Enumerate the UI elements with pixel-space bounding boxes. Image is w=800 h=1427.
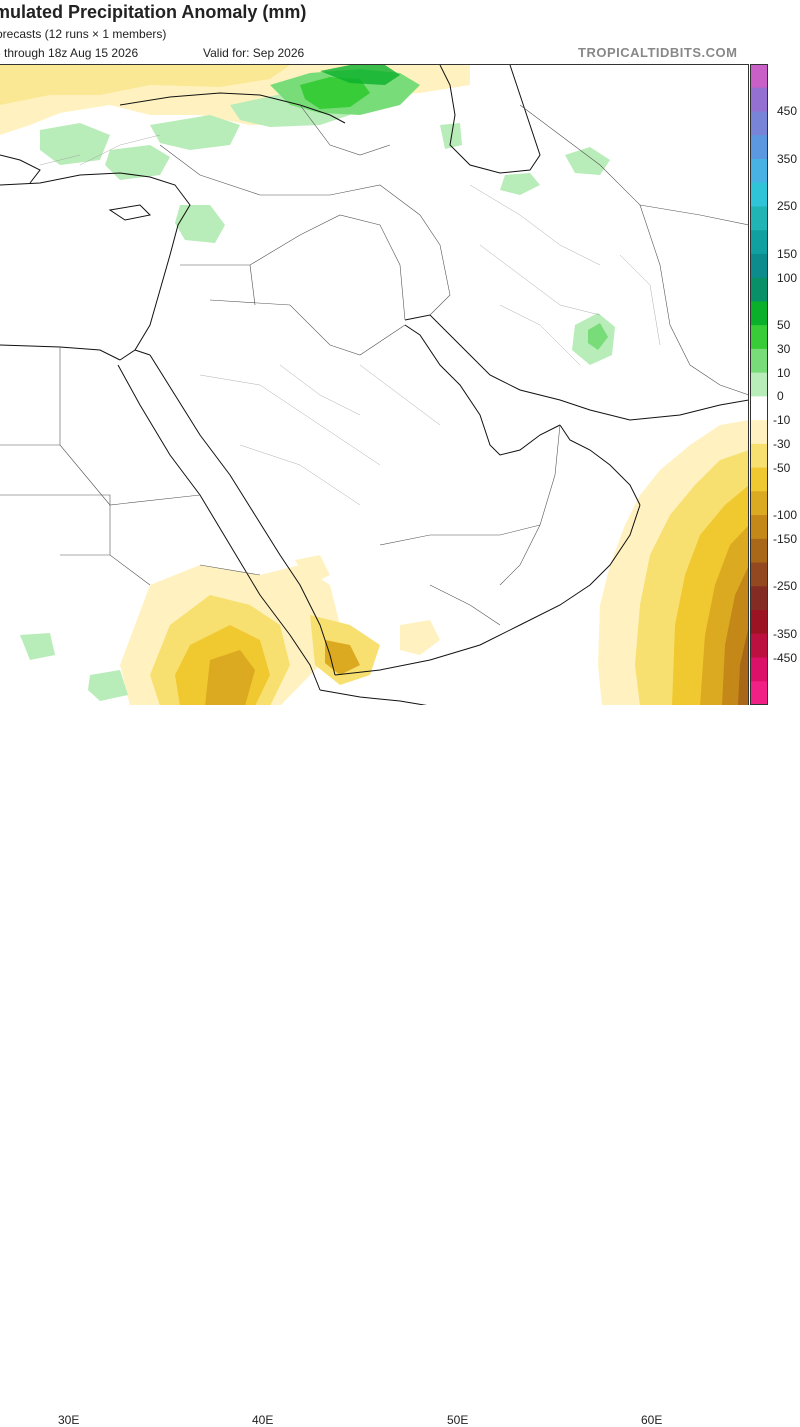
colorbar-swatch — [750, 230, 768, 255]
init-time-text: 6 through 18z Aug 15 2026 — [0, 46, 139, 60]
colorbar-swatch — [750, 111, 768, 136]
colorbar-label: -10 — [773, 413, 791, 428]
colorbar-label: -100 — [773, 508, 798, 523]
map-panel — [0, 64, 749, 705]
colorbar-swatch — [750, 182, 768, 207]
colorbar-label: -350 — [773, 626, 798, 641]
colorbar-swatch — [750, 372, 768, 397]
colorbar-label: 30 — [777, 341, 791, 356]
brand-watermark: TROPICALTIDBITS.COM — [578, 45, 738, 60]
colorbar — [750, 64, 768, 706]
colorbar-label: -30 — [773, 436, 791, 451]
colorbar-swatch — [750, 87, 768, 112]
colorbar-swatch — [750, 586, 768, 611]
colorbar-label: -50 — [773, 460, 791, 475]
colorbar-swatches — [750, 64, 768, 706]
colorbar-swatch — [750, 657, 768, 682]
colorbar-swatch — [750, 396, 768, 421]
colorbar-swatch — [750, 443, 768, 469]
lon-tick-60e: 60E — [641, 1413, 663, 1427]
precipitation-anomaly-map — [0, 65, 748, 705]
colorbar-border — [750, 64, 768, 705]
lon-tick-50e: 50E — [447, 1413, 469, 1427]
lon-tick-40e: 40E — [252, 1413, 274, 1427]
colorbar-label: -250 — [773, 579, 798, 594]
colorbar-label: 150 — [777, 246, 798, 261]
colorbar-label: 50 — [777, 318, 791, 333]
map-title: mulated Precipitation Anomaly (mm) — [0, 2, 307, 22]
colorbar-label: -450 — [773, 650, 798, 665]
colorbar-swatch — [750, 206, 768, 231]
lon-tick-30e: 30E — [58, 1413, 80, 1427]
valid-time-text: Valid for: Sep 2026 — [203, 46, 305, 60]
colorbar-swatch — [750, 64, 768, 89]
country-borders — [0, 104, 748, 626]
colorbar-swatch — [750, 681, 768, 706]
colorbar-swatch — [750, 158, 768, 184]
colorbar-swatch — [750, 348, 768, 374]
coastlines — [0, 65, 748, 705]
longitude-axis: 30E 40E 50E 60E — [0, 705, 800, 1427]
colorbar-label: 350 — [777, 151, 798, 166]
colorbar-swatch — [750, 491, 768, 516]
colorbar-label: 100 — [777, 270, 798, 285]
header: mulated Precipitation Anomaly (mm) oreca… — [0, 0, 800, 64]
colorbar-swatch — [750, 562, 768, 587]
colorbar-swatch — [750, 420, 768, 445]
anomaly-shading — [0, 65, 748, 705]
province-borders — [39, 134, 661, 506]
colorbar-swatch — [750, 301, 768, 326]
colorbar-swatch — [750, 515, 768, 540]
colorbar-swatch — [750, 135, 768, 160]
colorbar-swatch — [750, 325, 768, 350]
colorbar-label: 250 — [777, 199, 798, 214]
colorbar-swatch — [750, 610, 768, 635]
colorbar-swatch — [750, 253, 768, 279]
colorbar-swatch — [750, 467, 768, 492]
colorbar-label: 10 — [777, 365, 791, 380]
colorbar-label: 0 — [777, 389, 784, 404]
colorbar-swatch — [750, 633, 768, 659]
colorbar-label: 450 — [777, 104, 798, 119]
colorbar-label: -150 — [773, 531, 798, 546]
map-subtitle: orecasts (12 runs × 1 members) — [0, 27, 167, 41]
colorbar-swatch — [750, 277, 768, 302]
colorbar-swatch — [750, 538, 768, 564]
